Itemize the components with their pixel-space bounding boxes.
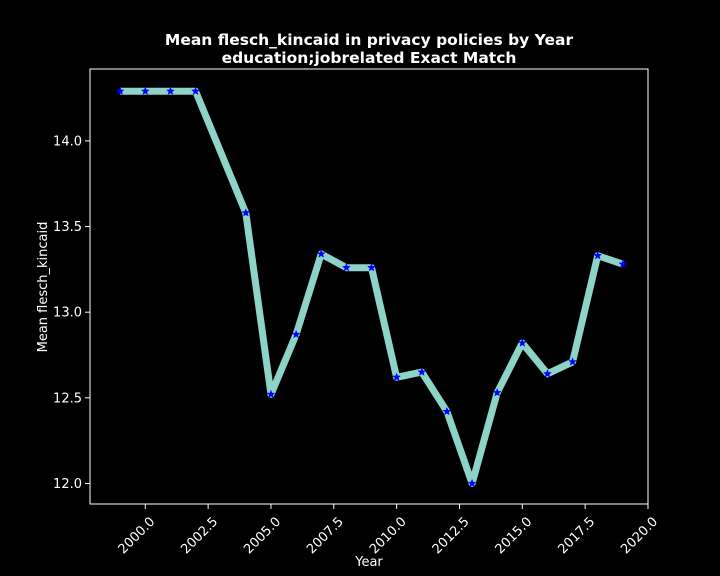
y-axis: 12.0 12.5 13.0 13.5 14.0 <box>53 134 90 492</box>
plot-area <box>89 68 649 505</box>
y-tick-label: 13.0 <box>53 306 82 321</box>
chart-title: Mean flesch_kincaid in privacy policies … <box>165 31 574 49</box>
x-axis-label: Year <box>354 555 383 570</box>
data-point-marker <box>191 86 201 96</box>
series-line <box>120 87 625 487</box>
data-point-marker <box>467 478 477 488</box>
data-point-marker <box>266 389 276 399</box>
data-point-marker <box>442 406 452 416</box>
data-point-marker <box>517 338 527 347</box>
y-tick-label: 13.5 <box>53 220 82 235</box>
data-point-marker <box>291 329 301 339</box>
data-point-marker <box>492 387 502 397</box>
data-point-marker <box>165 86 175 96</box>
data-point-marker <box>367 262 376 272</box>
data-point-marker <box>316 249 326 258</box>
y-axis-label: Mean flesch_kincaid <box>36 222 51 353</box>
y-tick-label: 12.5 <box>53 391 82 406</box>
series-layer <box>115 86 628 488</box>
data-point-marker <box>241 208 251 217</box>
data-point-marker <box>115 86 125 96</box>
chart-subtitle: education;jobrelated Exact Match <box>222 49 517 67</box>
data-point-marker <box>341 262 351 272</box>
data-point-marker <box>392 372 402 382</box>
y-tick-label: 12.0 <box>53 477 82 492</box>
data-point-marker <box>542 369 552 378</box>
y-tick-label: 14.0 <box>53 134 82 149</box>
data-point-marker <box>140 86 150 96</box>
data-point-marker <box>593 250 603 260</box>
data-point-marker <box>417 367 427 376</box>
data-point-marker <box>568 357 578 366</box>
data-point-marker <box>618 259 628 269</box>
